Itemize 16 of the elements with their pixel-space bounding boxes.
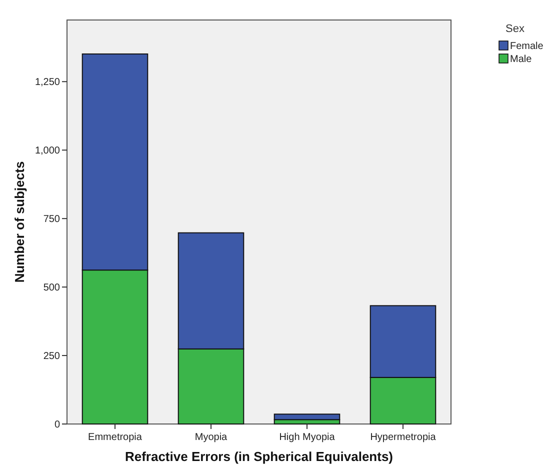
legend-label: Female bbox=[510, 41, 544, 52]
x-tick-label: High Myopia bbox=[279, 432, 336, 443]
y-axis-title: Number of subjects bbox=[12, 161, 27, 283]
y-tick-label: 1,250 bbox=[34, 77, 60, 88]
y-tick-label: 500 bbox=[43, 282, 60, 294]
y-tick-label: 1,000 bbox=[34, 146, 60, 157]
legend-title: Sex bbox=[506, 23, 525, 35]
x-tick-label: Hypermetropia bbox=[370, 432, 436, 443]
legend-label: Male bbox=[510, 54, 532, 65]
bar bbox=[274, 414, 340, 420]
y-tick-label: 750 bbox=[43, 214, 60, 226]
x-tick-label: Emmetropia bbox=[88, 432, 142, 443]
x-tick-label: Myopia bbox=[194, 432, 228, 443]
x-axis-title: Refractive Errors (in Spherical Equivalents) bbox=[124, 449, 394, 464]
y-tick-label: 0 bbox=[54, 420, 60, 430]
y-tick-label: 250 bbox=[43, 351, 60, 362]
